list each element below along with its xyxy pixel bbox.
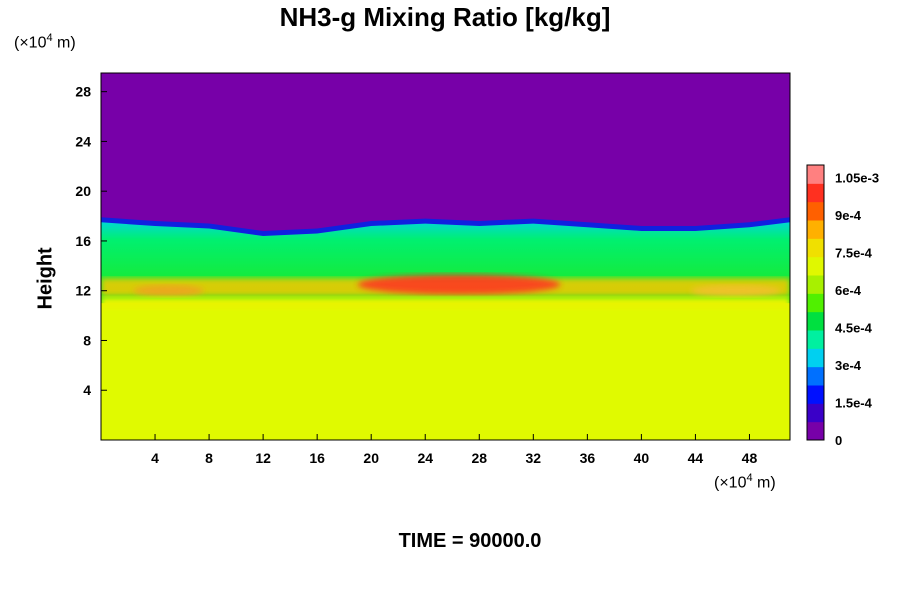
colorbar-swatch [807, 165, 824, 184]
colorbar-tick-label: 1.5e-4 [835, 396, 873, 411]
right-band-spot [690, 284, 781, 297]
y-tick-label: 28 [75, 84, 91, 100]
x-tick-label: 24 [417, 450, 433, 466]
x-axis-unit: (×104 m) [714, 472, 776, 492]
colorbar-swatch [807, 366, 824, 386]
x-tick-label: 12 [255, 450, 271, 466]
y-tick-label: 12 [75, 283, 91, 299]
colorbar-swatch [807, 421, 824, 441]
y-tick-label: 20 [75, 183, 91, 199]
y-tick-label: 8 [83, 332, 91, 348]
y-tick-label: 16 [75, 233, 91, 249]
y-axis-unit: (×104 m) [14, 32, 76, 52]
colorbar-tick-label: 1.05e-3 [835, 171, 879, 186]
y-tick-label: 4 [83, 382, 91, 398]
colorbar-swatch [807, 293, 824, 313]
colorbar-tick-label: 0 [835, 433, 842, 448]
x-tick-label: 16 [309, 450, 325, 466]
x-tick-label: 28 [471, 450, 487, 466]
time-label: TIME = 90000.0 [398, 530, 542, 552]
chart-title: NH3-g Mixing Ratio [kg/kg] [279, 2, 611, 32]
colorbar-swatch [807, 403, 824, 423]
high-core [357, 274, 561, 295]
colorbar-swatch [807, 256, 824, 276]
colorbar-frame [806, 164, 825, 441]
lower-region [101, 303, 790, 440]
lower-transition [101, 297, 790, 310]
colorbar-swatch [807, 275, 824, 294]
colorbar-swatch [807, 311, 824, 331]
x-tick-label: 20 [363, 450, 379, 466]
x-tick-label: 40 [634, 450, 650, 466]
colorbar-tick-label: 7.5e-4 [835, 246, 873, 261]
x-tick-label: 48 [742, 450, 758, 466]
left-band-spot [133, 284, 204, 297]
colorbar-swatch [807, 201, 824, 221]
x-tick-label: 8 [205, 450, 213, 466]
x-tick-label: 36 [580, 450, 596, 466]
x-tick-label: 4 [151, 450, 159, 466]
colorbar-tick-label: 6e-4 [835, 283, 862, 298]
colorbar-swatch [807, 183, 824, 203]
colorbar-swatch [807, 220, 824, 239]
x-tick-label: 44 [688, 450, 704, 466]
colorbar-swatch [807, 238, 824, 258]
plot-frame [100, 72, 791, 441]
colorbar-tick-label: 9e-4 [835, 208, 862, 223]
colorbar-swatch [807, 348, 824, 368]
y-tick-label: 24 [75, 133, 91, 149]
colorbar-tick-label: 3e-4 [835, 358, 862, 373]
colorbar-tick-label: 4.5e-4 [835, 321, 873, 336]
x-tick-label: 32 [526, 450, 542, 466]
colorbar-swatch [807, 330, 824, 349]
colorbar-swatch [807, 385, 824, 404]
